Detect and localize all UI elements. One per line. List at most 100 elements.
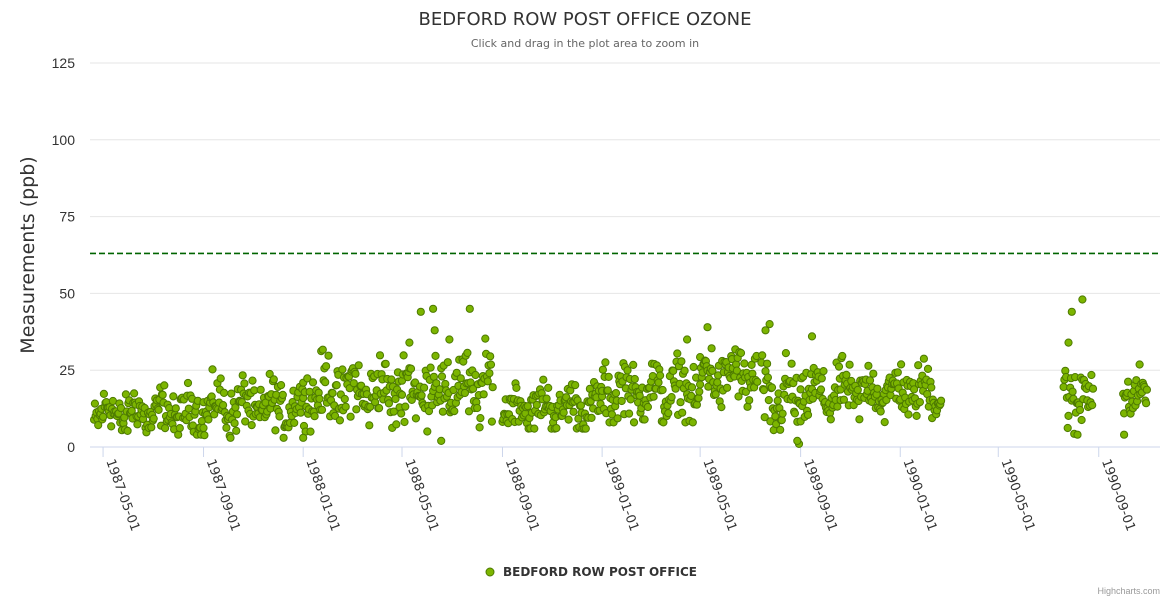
data-point[interactable] bbox=[330, 411, 340, 420]
data-point[interactable] bbox=[695, 387, 704, 396]
data-point[interactable] bbox=[787, 359, 796, 368]
data-point[interactable] bbox=[199, 423, 208, 433]
data-point[interactable] bbox=[723, 383, 732, 392]
data-point[interactable] bbox=[842, 370, 851, 379]
data-point[interactable] bbox=[552, 424, 561, 433]
data-point[interactable] bbox=[623, 366, 632, 375]
legend-label[interactable]: BEDFORD ROW POST OFFICE bbox=[503, 565, 697, 579]
data-point[interactable] bbox=[1064, 338, 1073, 347]
data-point[interactable] bbox=[764, 396, 773, 405]
data-point[interactable] bbox=[230, 419, 239, 428]
legend[interactable]: BEDFORD ROW POST OFFICE bbox=[485, 565, 697, 579]
data-point[interactable] bbox=[704, 382, 713, 391]
data-point[interactable] bbox=[486, 360, 496, 369]
data-point[interactable] bbox=[460, 388, 469, 398]
data-point[interactable] bbox=[767, 383, 777, 392]
data-point[interactable] bbox=[318, 345, 327, 354]
data-point[interactable] bbox=[471, 370, 480, 380]
data-point[interactable] bbox=[154, 405, 163, 414]
data-point[interactable] bbox=[384, 399, 393, 408]
data-point[interactable] bbox=[765, 320, 774, 329]
data-point[interactable] bbox=[654, 378, 663, 387]
data-point[interactable] bbox=[530, 424, 539, 433]
data-point[interactable] bbox=[475, 423, 484, 432]
data-point[interactable] bbox=[669, 366, 678, 375]
data-point[interactable] bbox=[598, 365, 608, 374]
data-point[interactable] bbox=[248, 376, 257, 385]
data-point[interactable] bbox=[613, 414, 622, 423]
data-point[interactable] bbox=[817, 374, 826, 383]
data-point[interactable] bbox=[184, 404, 193, 413]
data-point[interactable] bbox=[305, 387, 314, 396]
data-point[interactable] bbox=[576, 401, 586, 410]
data-point[interactable] bbox=[826, 415, 835, 424]
data-point[interactable] bbox=[322, 362, 331, 371]
data-point[interactable] bbox=[416, 307, 425, 316]
data-point[interactable] bbox=[864, 361, 873, 370]
data-point[interactable] bbox=[734, 392, 743, 401]
data-point[interactable] bbox=[463, 348, 472, 357]
data-point[interactable] bbox=[717, 403, 726, 412]
data-point[interactable] bbox=[855, 415, 864, 424]
data-point[interactable] bbox=[265, 369, 274, 379]
data-point[interactable] bbox=[437, 372, 447, 381]
data-point[interactable] bbox=[485, 369, 494, 378]
data-point[interactable] bbox=[523, 402, 532, 411]
data-point[interactable] bbox=[208, 365, 217, 374]
data-point[interactable] bbox=[397, 409, 406, 418]
data-point[interactable] bbox=[897, 360, 906, 369]
data-point[interactable] bbox=[487, 417, 496, 426]
data-point[interactable] bbox=[438, 407, 447, 416]
data-point[interactable] bbox=[278, 390, 287, 399]
data-point[interactable] bbox=[483, 377, 492, 386]
data-point[interactable] bbox=[338, 365, 347, 374]
data-point[interactable] bbox=[133, 420, 142, 429]
data-point[interactable] bbox=[149, 414, 158, 423]
data-point[interactable] bbox=[423, 427, 432, 436]
data-point[interactable] bbox=[1088, 384, 1098, 393]
data-point[interactable] bbox=[629, 418, 639, 427]
data-point[interactable] bbox=[306, 427, 315, 436]
data-point[interactable] bbox=[771, 412, 780, 421]
data-point[interactable] bbox=[542, 394, 551, 403]
data-point[interactable] bbox=[839, 395, 849, 404]
data-point[interactable] bbox=[430, 326, 439, 335]
data-point[interactable] bbox=[341, 402, 350, 411]
data-point[interactable] bbox=[160, 381, 169, 390]
data-point[interactable] bbox=[200, 431, 209, 440]
data-point[interactable] bbox=[1068, 387, 1077, 396]
data-point[interactable] bbox=[349, 379, 358, 388]
data-point[interactable] bbox=[417, 391, 426, 400]
data-point[interactable] bbox=[1088, 401, 1097, 410]
data-point[interactable] bbox=[838, 351, 847, 361]
data-point[interactable] bbox=[240, 379, 249, 388]
data-point[interactable] bbox=[351, 369, 360, 378]
data-point[interactable] bbox=[426, 363, 435, 372]
data-point[interactable] bbox=[687, 383, 697, 392]
data-point[interactable] bbox=[161, 424, 170, 433]
data-point[interactable] bbox=[429, 304, 438, 313]
data-point[interactable] bbox=[321, 378, 330, 387]
data-point[interactable] bbox=[332, 381, 341, 390]
data-point[interactable] bbox=[683, 335, 692, 344]
data-point[interactable] bbox=[571, 381, 580, 390]
data-point[interactable] bbox=[216, 374, 225, 383]
data-point[interactable] bbox=[696, 380, 705, 389]
data-point[interactable] bbox=[601, 358, 610, 367]
data-point[interactable] bbox=[569, 407, 578, 416]
data-point[interactable] bbox=[275, 412, 284, 421]
data-point[interactable] bbox=[740, 359, 749, 368]
data-point[interactable] bbox=[401, 402, 410, 411]
data-point[interactable] bbox=[247, 421, 256, 430]
data-point[interactable] bbox=[392, 420, 401, 429]
data-point[interactable] bbox=[481, 334, 490, 343]
data-point[interactable] bbox=[694, 394, 703, 403]
data-point[interactable] bbox=[465, 304, 474, 313]
data-point[interactable] bbox=[352, 405, 361, 414]
data-point[interactable] bbox=[476, 414, 485, 423]
data-point[interactable] bbox=[335, 416, 344, 425]
data-point[interactable] bbox=[290, 418, 299, 427]
data-point[interactable] bbox=[853, 385, 862, 394]
data-point[interactable] bbox=[169, 392, 178, 401]
data-point[interactable] bbox=[617, 396, 626, 406]
